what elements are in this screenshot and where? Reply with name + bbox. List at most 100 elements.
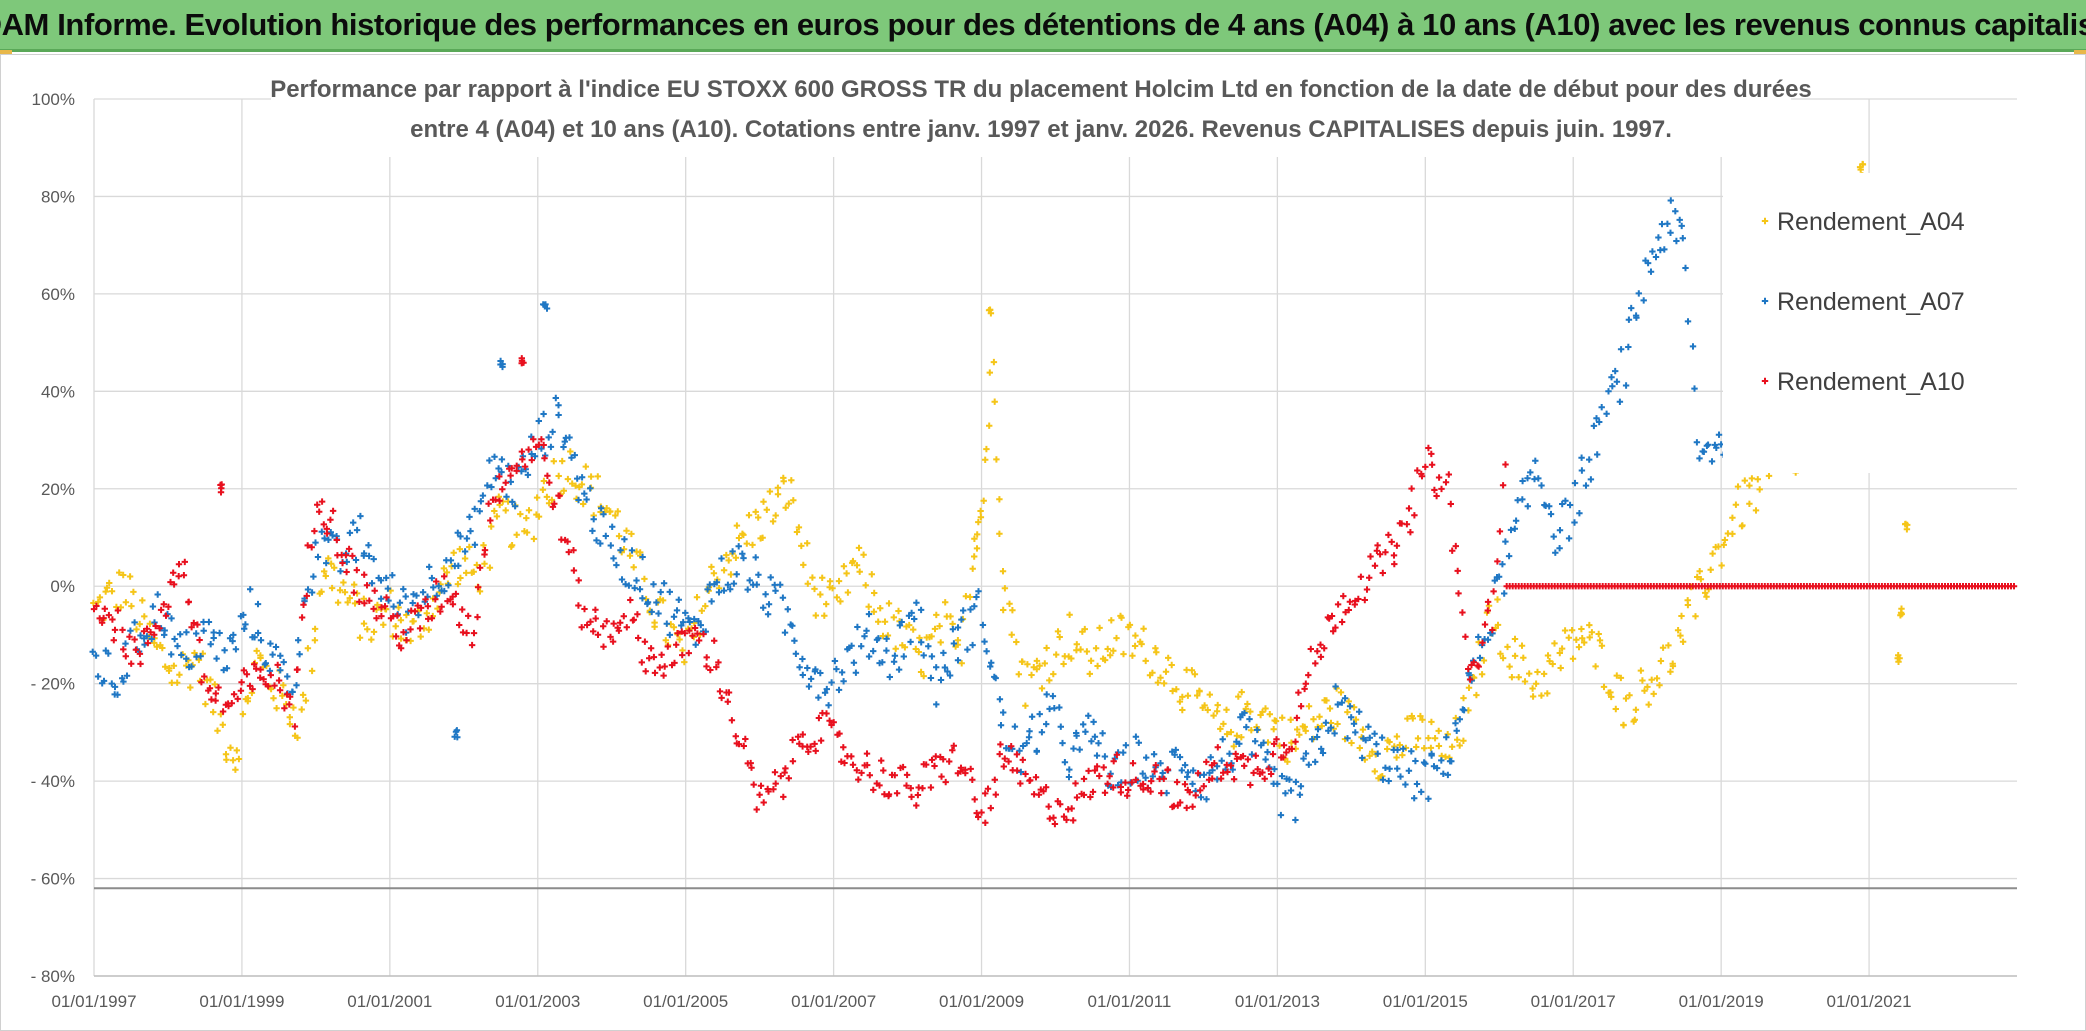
data-point [1244,700,1251,708]
data-point [1042,784,1050,791]
data-point [1270,726,1277,733]
data-point [1403,521,1411,528]
data-point [1288,745,1296,753]
data-point [725,557,732,564]
data-point [1094,662,1101,670]
data-point [1428,718,1435,726]
data-point [1153,649,1160,656]
data-point [910,626,917,633]
data-point [1230,776,1238,783]
data-point [1739,522,1746,529]
data-point [353,566,360,574]
data-point [1608,374,1615,381]
data-point [1608,693,1615,701]
data-point [673,641,680,648]
data-point [678,622,685,629]
data-point [1239,752,1247,760]
data-point [1090,718,1097,726]
data-point [569,480,576,487]
data-point [457,574,464,582]
data-point [1404,715,1411,722]
data-point [739,550,746,557]
data-point [365,542,372,549]
data-point [771,769,779,776]
data-point [414,602,421,609]
data-point [1478,671,1486,678]
data-point [1113,751,1121,758]
data-point [1628,304,1635,312]
data-point [660,672,667,679]
data-point [634,611,641,618]
x-tick-label: 01/01/2017 [1531,992,1616,1011]
data-point [1313,733,1321,741]
data-point [1633,314,1640,321]
data-point [1254,726,1261,734]
data-point [840,744,847,751]
data-point [1227,728,1235,736]
data-point [428,574,436,582]
data-point [1369,748,1376,755]
x-tick-label: 01/01/2021 [1827,992,1912,1011]
data-point [1581,639,1588,646]
data-point [885,600,893,607]
data-point [1734,483,1742,490]
data-point [274,661,281,669]
data-point [1244,756,1252,763]
data-point-outlier [497,357,504,365]
data-point [1274,780,1281,788]
data-point [1201,702,1208,709]
data-point [254,600,262,608]
data-point [983,648,990,655]
data-point [870,608,878,615]
data-point [1653,675,1661,682]
data-point [165,667,173,674]
data-point [614,508,621,515]
data-point [1456,716,1463,723]
data-point [392,633,400,640]
data-point [759,534,766,541]
data-point [755,514,762,521]
data-point [1138,640,1145,648]
data-point [1027,777,1034,784]
data-point [794,733,802,740]
data-point [205,618,213,626]
data-point [1466,676,1474,683]
data-point [1422,463,1429,471]
data-point [1019,756,1026,764]
data-point [1181,781,1189,788]
data-point [947,613,954,620]
data-point [366,597,373,604]
data-point [671,659,678,667]
data-point [658,651,665,658]
data-point [1546,503,1553,510]
data-point [1282,790,1289,797]
data-point [1008,743,1015,750]
data-point [466,543,473,551]
data-point [628,547,636,554]
data-point [663,620,670,627]
data-point [200,627,207,634]
data-point [1150,751,1158,758]
data-point [110,637,117,644]
data-point [1093,752,1101,759]
data-point [476,564,484,571]
data-point [811,740,818,748]
data-point [1506,663,1513,670]
data-point [101,605,108,612]
data-point [176,671,183,678]
data-point [602,532,609,540]
data-point [1312,758,1319,766]
data-point [1371,730,1378,737]
data-point [771,581,778,589]
data-point [805,748,812,755]
data-point [528,450,535,458]
data-point [147,629,154,636]
data-point [729,548,736,555]
data-point [1495,573,1503,580]
data-point [1694,573,1701,581]
data-point [631,584,638,592]
data-point [1152,762,1159,769]
data-point [942,599,949,606]
data-point [1459,609,1466,616]
data-point [260,676,267,683]
